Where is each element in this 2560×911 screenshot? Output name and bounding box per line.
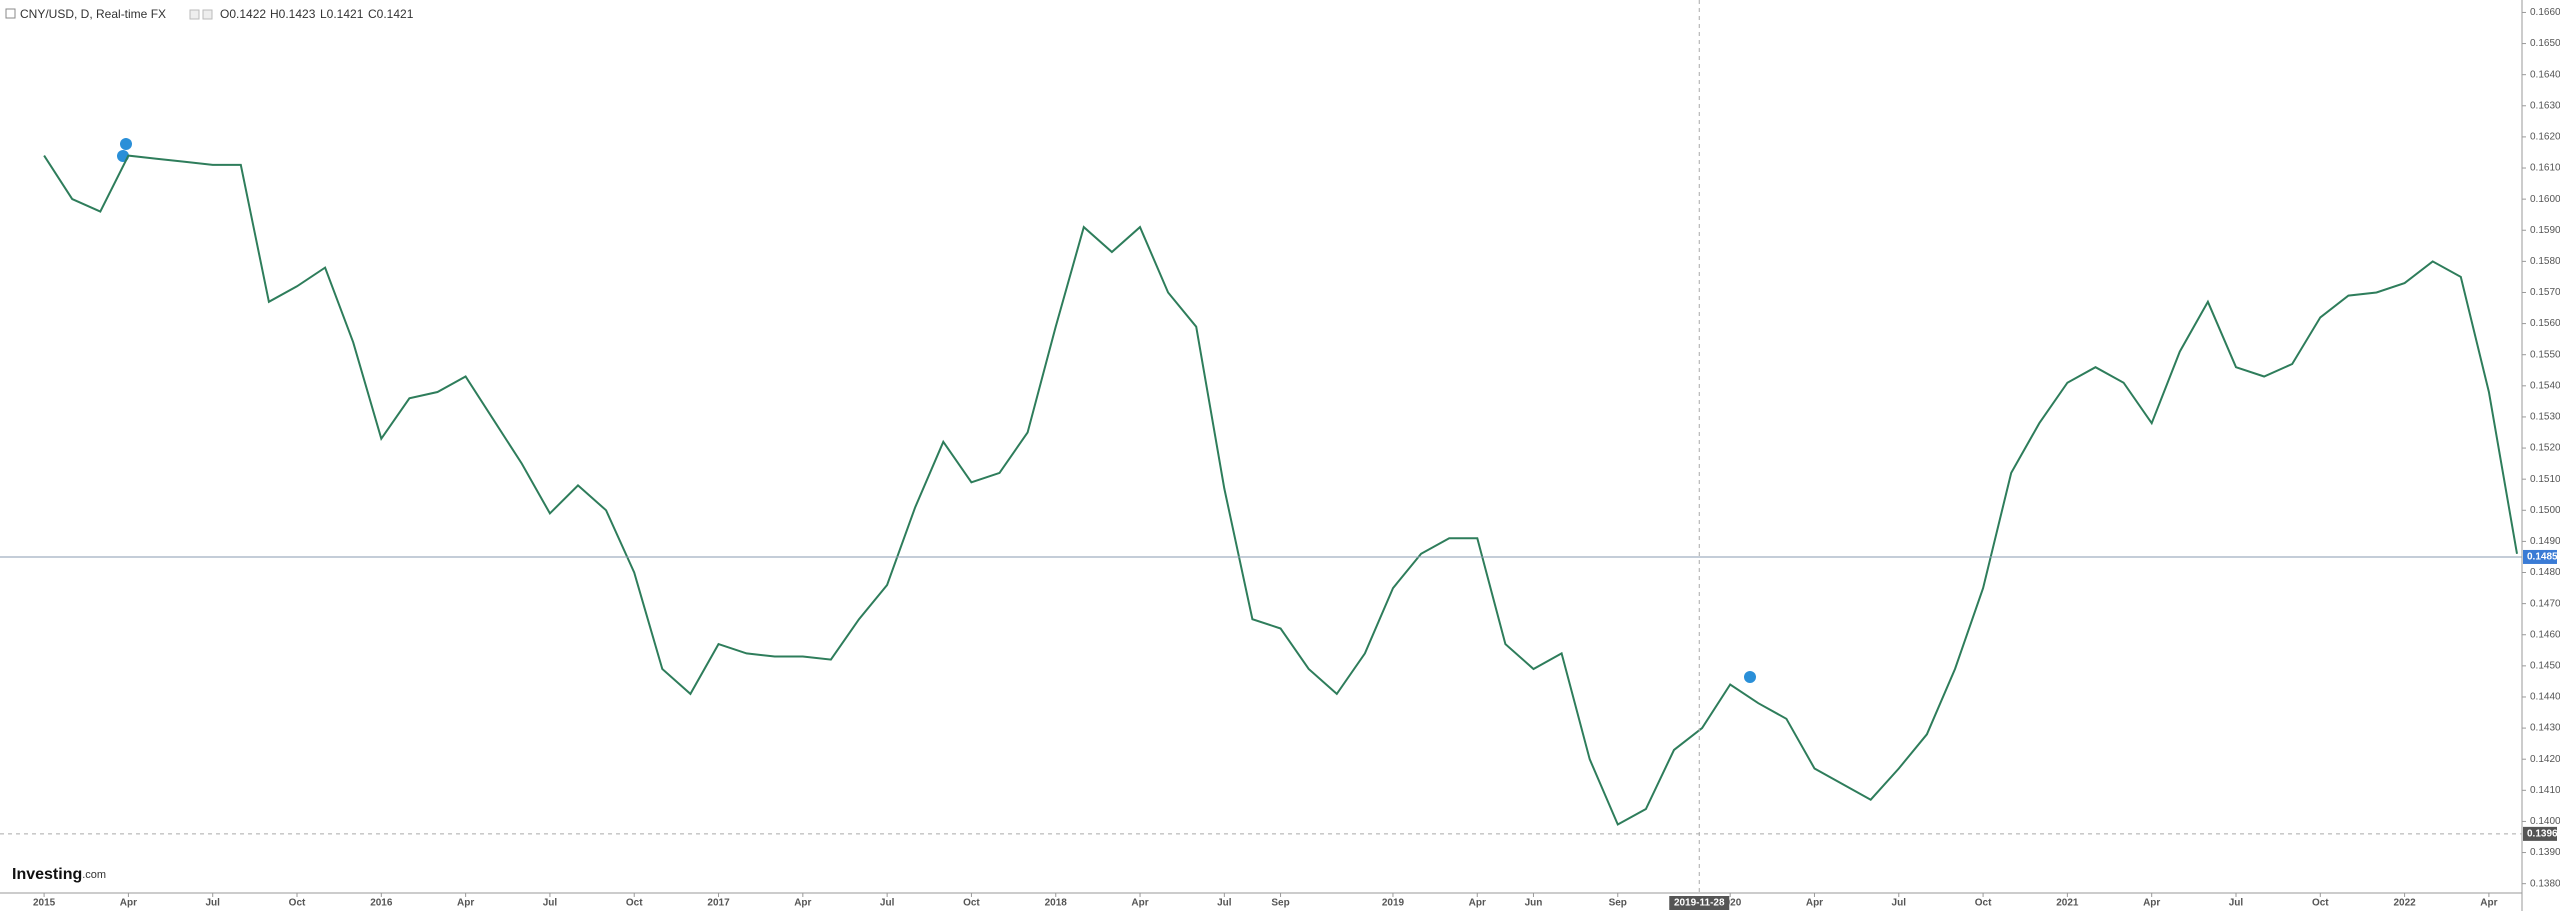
x-tick-label: Apr (2480, 898, 2497, 909)
y-tick-label: 0.1630 (2530, 100, 2560, 111)
x-tick-label: Oct (626, 898, 643, 909)
collapse-icon[interactable] (5, 8, 16, 19)
crosshair-y-label: 0.1396 (2527, 829, 2558, 840)
y-tick-label: 0.1520 (2530, 443, 2560, 454)
x-tick-label: 2019 (1382, 898, 1405, 909)
y-tick-label: 0.1600 (2530, 194, 2560, 205)
y-tick-label: 0.1450 (2530, 661, 2560, 672)
y-tick-label: 0.1570 (2530, 287, 2560, 298)
x-tick-label: Oct (2312, 898, 2329, 909)
x-tick-label: Jul (880, 898, 895, 909)
price-line (43, 154, 2518, 826)
y-tick-label: 0.1420 (2530, 754, 2560, 765)
crosshair-x-label: 2019-11-28 (1674, 898, 1725, 909)
x-tick-label: Oct (289, 898, 306, 909)
event-marker[interactable] (120, 138, 132, 150)
y-tick-label: 0.1460 (2530, 629, 2560, 640)
y-tick-label: 0.1640 (2530, 69, 2560, 80)
hide-icon[interactable] (202, 9, 213, 20)
x-tick-label: Jul (2229, 898, 2244, 909)
crosshair-y-box (2523, 826, 2557, 841)
y-tick-label: 0.1540 (2530, 380, 2560, 391)
x-tick-label: Apr (1469, 898, 1486, 909)
y-tick-label: 0.1610 (2530, 163, 2560, 174)
y-tick-label: 0.1650 (2530, 38, 2560, 49)
y-tick-label: 0.1560 (2530, 318, 2560, 329)
crosshair-x-box (1669, 896, 1730, 910)
x-tick-label: Apr (120, 898, 137, 909)
x-tick-label: Apr (457, 898, 474, 909)
y-tick-label: 0.1410 (2530, 785, 2560, 796)
y-tick-label: 0.1440 (2530, 692, 2560, 703)
x-tick-label: Jul (205, 898, 220, 909)
last-price-label: 0.1485 (2527, 552, 2558, 563)
x-tick-label: Jul (1892, 898, 1907, 909)
y-tick-label: 0.1550 (2530, 349, 2560, 360)
x-tick-label: Apr (794, 898, 811, 909)
x-tick-label: 2015 (33, 898, 56, 909)
y-tick-label: 0.1580 (2530, 256, 2560, 267)
x-tick-label: 2022 (2393, 898, 2416, 909)
x-tick-label: Apr (1806, 898, 1823, 909)
y-tick-label: 0.1380 (2530, 878, 2560, 889)
y-tick-label: 0.1490 (2530, 536, 2560, 547)
x-tick-label: 2017 (707, 898, 730, 909)
y-tick-label: 0.1620 (2530, 132, 2560, 143)
logo: Investing.com (12, 866, 106, 883)
x-tick-label: 2021 (2056, 898, 2079, 909)
chart-title: CNY/USD, D, Real-time FX (20, 7, 166, 21)
x-tick-label: Sep (1271, 898, 1289, 909)
plot-area (0, 0, 2522, 893)
x-tick-label: 2020 (1719, 898, 1742, 909)
y-tick-label: 0.1660 (2530, 7, 2560, 18)
y-tick-label: 0.1400 (2530, 816, 2560, 827)
ohlc-high: H0.1423 (270, 7, 316, 21)
y-tick-label: 0.1500 (2530, 505, 2560, 516)
x-tick-label: 2016 (370, 898, 393, 909)
settings-icon[interactable] (189, 9, 200, 20)
y-tick-label: 0.1430 (2530, 723, 2560, 734)
x-tick-label: Jul (1217, 898, 1232, 909)
y-tick-label: 0.1530 (2530, 412, 2560, 423)
x-tick-label: Sep (1609, 898, 1627, 909)
x-tick-label: Oct (1975, 898, 1992, 909)
x-tick-label: Jun (1525, 898, 1543, 909)
logo-suffix: .com (82, 869, 106, 881)
y-tick-label: 0.1510 (2530, 474, 2560, 485)
y-tick-label: 0.1390 (2530, 847, 2560, 858)
y-tick-label: 0.1590 (2530, 225, 2560, 236)
ohlc-open: O0.1422 (220, 7, 266, 21)
y-tick-label: 0.1470 (2530, 598, 2560, 609)
ohlc-low: L0.1421 (320, 7, 364, 21)
ohlc-close: C0.1421 (368, 7, 414, 21)
x-tick-label: 2018 (1045, 898, 1068, 909)
last-price-box (2523, 549, 2557, 564)
event-marker[interactable] (1744, 671, 1756, 683)
logo-main: Investing (12, 866, 82, 883)
x-tick-label: Jul (543, 898, 558, 909)
x-tick-label: Oct (963, 898, 980, 909)
x-tick-label: Apr (2143, 898, 2160, 909)
x-tick-label: Apr (1131, 898, 1148, 909)
y-tick-label: 0.1480 (2530, 567, 2560, 578)
